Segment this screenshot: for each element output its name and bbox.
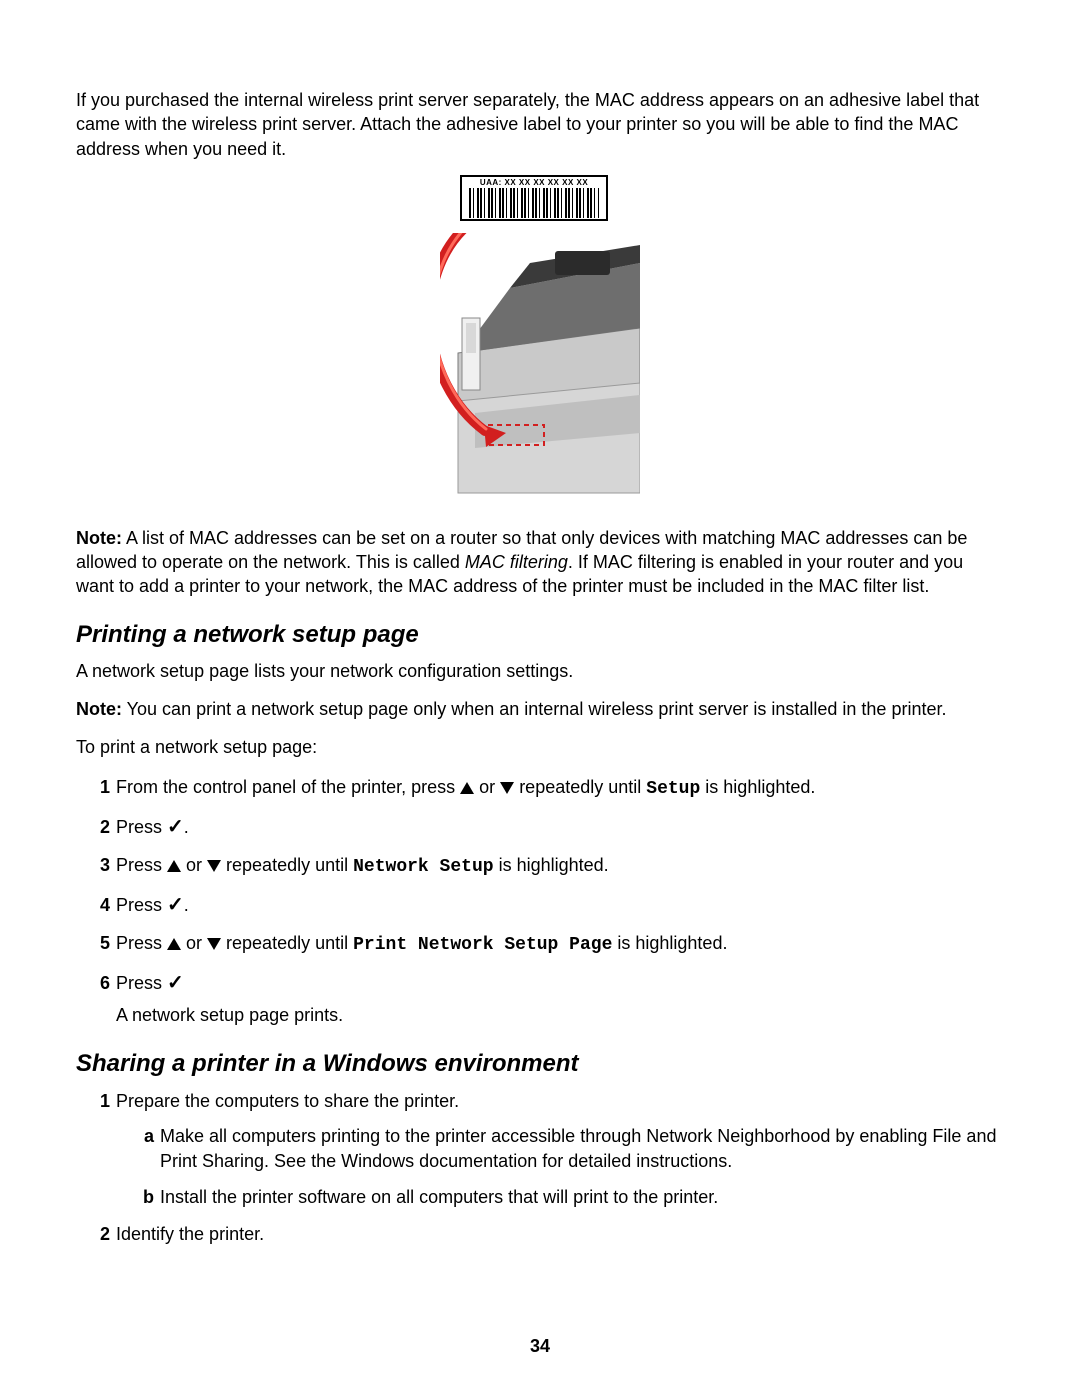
barcode-label-box: UAA: XX XX XX XX XX XX [460,175,608,221]
substep-text: Install the printer software on all comp… [160,1187,718,1207]
note-label-2: Note: [76,699,122,719]
check-icon: ✓ [167,817,184,837]
barcode-bars [469,188,599,218]
mac-filtering-note: Note: A list of MAC addresses can be set… [76,526,1004,599]
check-icon: ✓ [167,895,184,915]
step-post2: is highlighted. [700,777,815,797]
step-text: From the control panel of the printer, p… [116,777,460,797]
step-text: Identify the printer. [116,1224,264,1244]
down-arrow-icon [207,938,221,950]
check-icon: ✓ [167,973,184,993]
printer-figure: UAA: XX XX XX XX XX XX [440,175,640,500]
up-arrow-icon [460,782,474,794]
barcode-text: UAA: XX XX XX XX XX XX [480,178,588,187]
step-number: 2 [80,814,110,840]
note-italic: MAC filtering [465,552,568,572]
step-text: Press [116,933,167,953]
step-2: 2 Press ✓. [102,814,1004,840]
s2-step-2: 2 Identify the printer. [102,1221,1004,1247]
page-number: 34 [0,1336,1080,1357]
step-number: 4 [80,892,110,918]
step-number: 6 [80,970,110,996]
substep-text: Make all computers printing to the print… [160,1126,996,1170]
step-text: Press [116,895,167,915]
s2-step-1: 1 Prepare the computers to share the pri… [102,1088,1004,1209]
document-page: If you purchased the internal wireless p… [0,0,1080,1397]
down-arrow-icon [500,782,514,794]
section1-note: Note: You can print a network setup page… [76,697,1004,721]
step-after: . [184,817,189,837]
step-mid: or [181,855,207,875]
section1-steps: 1 From the control panel of the printer,… [76,774,1004,1029]
step-3: 3 Press or repeatedly until Network Setu… [102,852,1004,880]
step-text: Press [116,817,167,837]
step-post2: is highlighted. [612,933,727,953]
step-number: 1 [80,774,110,800]
s2-step-1b: b Install the printer software on all co… [146,1185,1004,1209]
step-post1: repeatedly until [514,777,646,797]
step-5: 5 Press or repeatedly until Print Networ… [102,930,1004,958]
printer-illustration [440,233,640,500]
section1-note-text: You can print a network setup page only … [122,699,946,719]
step-text: Prepare the computers to share the print… [116,1091,459,1111]
step-1: 1 From the control panel of the printer,… [102,774,1004,802]
down-arrow-icon [207,860,221,872]
up-arrow-icon [167,938,181,950]
up-arrow-icon [167,860,181,872]
step-text: Press [116,973,167,993]
step-6-sub: A network setup page prints. [116,1002,1004,1028]
step-mono: Setup [646,779,700,799]
step-post2: is highlighted. [494,855,609,875]
step-mid: or [181,933,207,953]
note-label: Note: [76,528,122,548]
step-number: 3 [80,852,110,878]
step-after: . [184,895,189,915]
substep-letter: a [124,1124,154,1148]
s2-step-1a: a Make all computers printing to the pri… [146,1124,1004,1173]
step-6: 6 Press ✓ A network setup page prints. [102,970,1004,1028]
step-post1: repeatedly until [221,855,353,875]
section2-steps: 1 Prepare the computers to share the pri… [76,1088,1004,1247]
step-number: 5 [80,930,110,956]
step-number: 1 [80,1088,110,1114]
figure-container: UAA: XX XX XX XX XX XX [76,175,1004,500]
section-heading-sharing: Sharing a printer in a Windows environme… [76,1050,1004,1078]
step-4: 4 Press ✓. [102,892,1004,918]
step-mid: or [474,777,500,797]
step-post1: repeatedly until [221,933,353,953]
substep-letter: b [124,1185,154,1209]
step-mono: Network Setup [353,857,493,877]
section-heading-printing: Printing a network setup page [76,621,1004,649]
section1-p2: To print a network setup page: [76,735,1004,759]
intro-paragraph: If you purchased the internal wireless p… [76,88,1004,161]
step-number: 2 [80,1221,110,1247]
section1-p1: A network setup page lists your network … [76,659,1004,683]
s2-step-1-sub: a Make all computers printing to the pri… [116,1124,1004,1209]
step-mono: Print Network Setup Page [353,935,612,955]
step-text: Press [116,855,167,875]
